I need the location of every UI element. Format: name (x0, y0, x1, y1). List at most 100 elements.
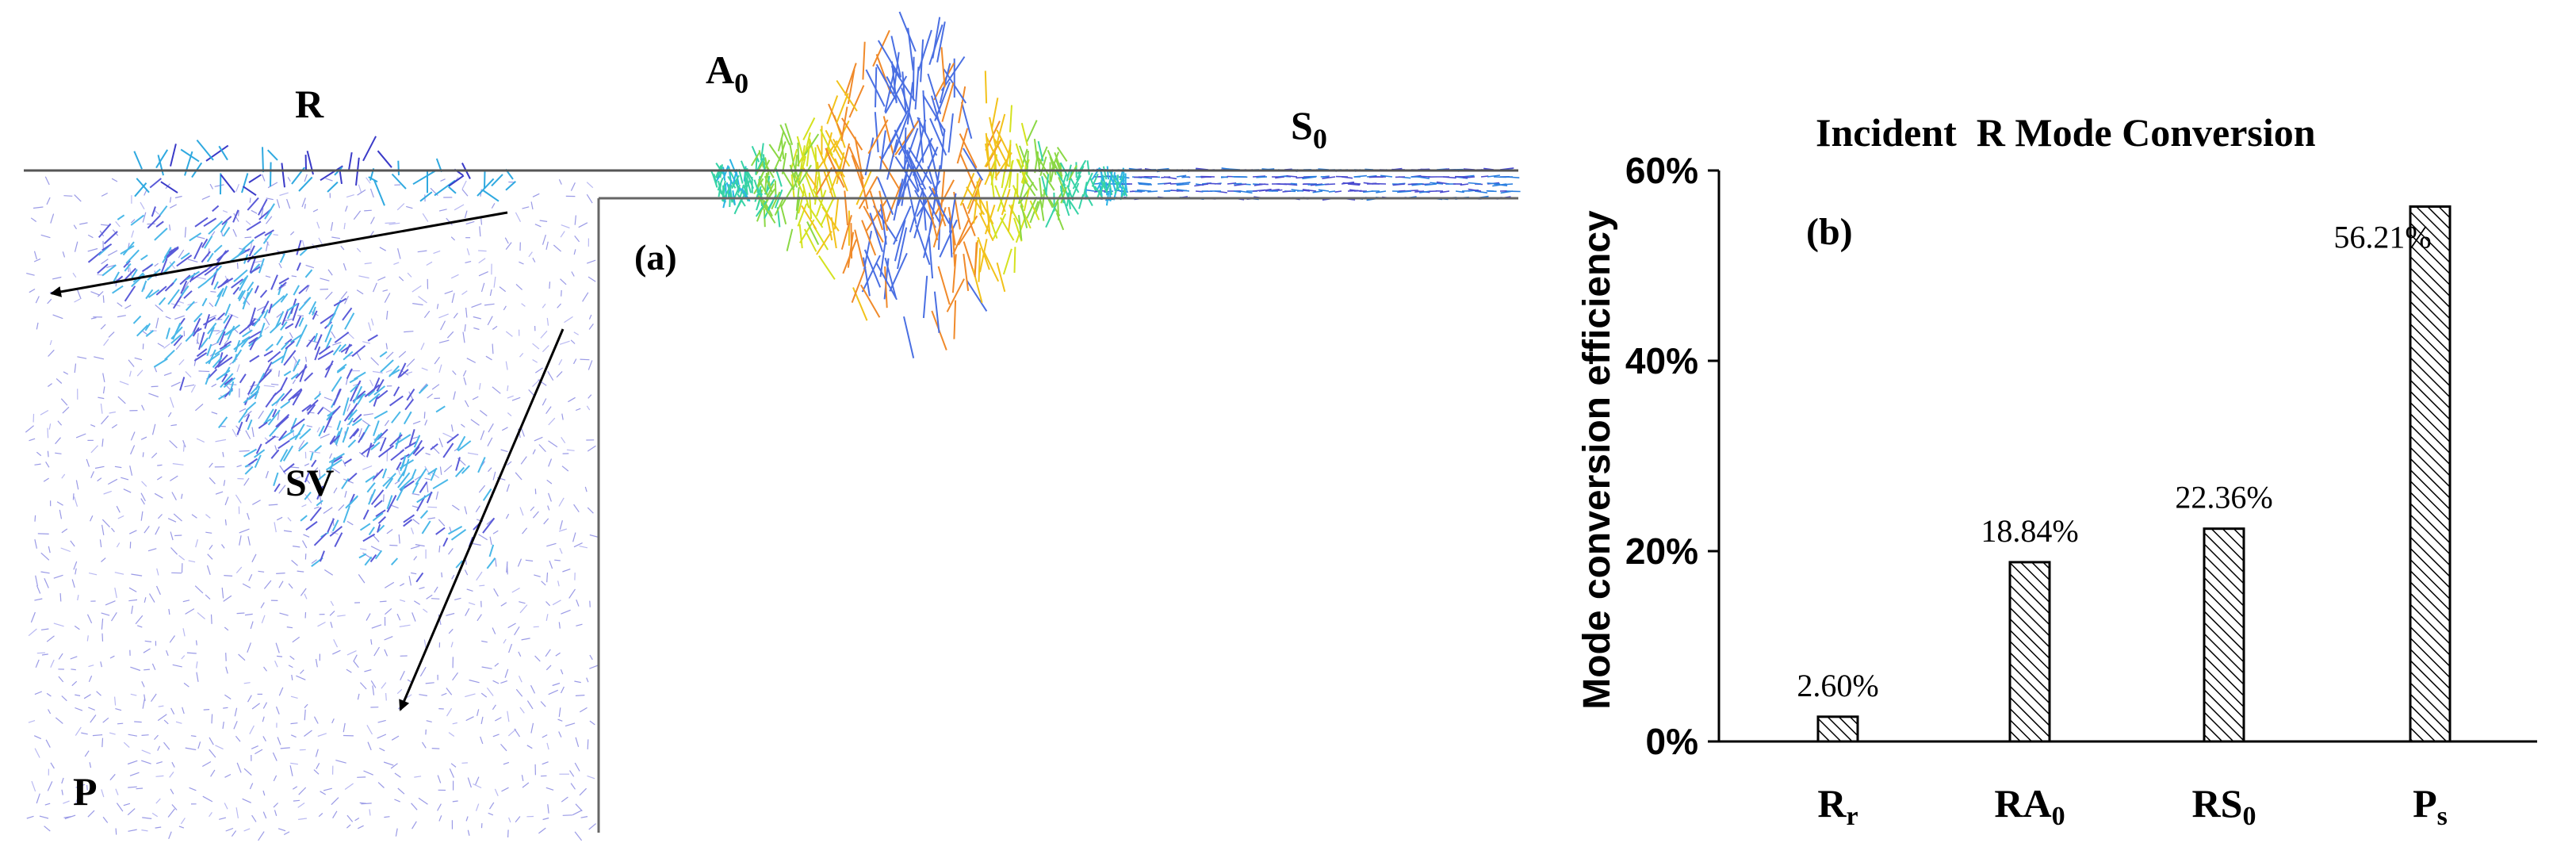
field-vector (532, 358, 538, 363)
field-vector (60, 398, 68, 406)
field-vector (260, 602, 265, 609)
field-vector (180, 818, 186, 825)
field-vector (438, 815, 442, 822)
field-vector (327, 181, 339, 193)
field-vector (586, 677, 589, 683)
packet-vector (790, 174, 795, 197)
field-vector (519, 261, 524, 265)
field-vector (491, 203, 496, 209)
field-vector (561, 465, 569, 472)
field-vector (102, 386, 105, 394)
field-vector (55, 437, 61, 445)
field-vector (43, 477, 49, 482)
field-vector (87, 234, 94, 239)
field-vector (1135, 190, 1146, 193)
packet-vector (861, 255, 881, 293)
field-vector (394, 480, 400, 485)
field-vector (274, 445, 278, 451)
field-vector (312, 209, 319, 213)
field-vector (254, 285, 259, 294)
field-vector (166, 328, 170, 339)
field-vector (147, 548, 157, 552)
field-vector (358, 553, 367, 559)
field-vector (131, 573, 143, 577)
field-vector (225, 653, 227, 661)
field-vector (333, 638, 339, 648)
packet-vector (917, 29, 932, 71)
field-vector (419, 587, 425, 590)
packet-vector (731, 174, 740, 190)
field-vector (144, 694, 146, 701)
field-vector (249, 266, 261, 274)
field-vector (416, 492, 433, 504)
transmitted-wave-arrow (399, 328, 565, 711)
field-vector (301, 197, 306, 208)
field-vector (280, 342, 289, 351)
field-vector (298, 284, 309, 294)
field-vector (163, 247, 172, 259)
field-vector (534, 488, 537, 495)
field-vector (230, 250, 246, 262)
field-vector (71, 680, 78, 687)
field-vector (461, 423, 465, 428)
field-vector (108, 478, 118, 485)
field-vector (165, 316, 171, 320)
field-vector (493, 276, 496, 288)
field-vector (127, 808, 136, 816)
packet-vector (869, 213, 884, 252)
field-vector (329, 526, 343, 537)
field-vector (264, 326, 270, 331)
field-vector (170, 424, 177, 427)
field-vector (101, 633, 104, 642)
field-vector (273, 775, 278, 782)
field-vector (236, 364, 240, 373)
field-vector (343, 223, 346, 230)
field-vector (534, 574, 541, 577)
field-vector (183, 290, 193, 299)
field-vector (482, 190, 500, 202)
field-vector (297, 570, 304, 573)
field-vector (372, 512, 384, 522)
field-vector (334, 532, 343, 548)
field-vector (130, 693, 137, 696)
field-vector (329, 453, 333, 459)
field-vector (449, 768, 454, 778)
field-vector (114, 465, 122, 469)
field-vector (390, 763, 398, 769)
field-vector (559, 520, 563, 530)
field-vector (290, 762, 298, 765)
field-vector (504, 237, 509, 244)
packet-vector (979, 239, 988, 273)
field-vector (363, 770, 373, 776)
field-vector (144, 526, 150, 534)
packet-vector (884, 71, 895, 113)
field-vector (182, 628, 186, 637)
field-vector (306, 425, 313, 427)
field-vector (1349, 182, 1361, 185)
field-vector (552, 600, 561, 606)
field-vector (295, 339, 301, 347)
field-vector (258, 370, 273, 384)
packet-vector (890, 36, 902, 78)
packet-vector (1051, 151, 1060, 170)
field-vector (396, 462, 402, 470)
field-vector (411, 482, 419, 494)
field-vector (262, 174, 266, 182)
field-vector (507, 829, 509, 838)
packet-vector (937, 266, 951, 305)
field-vector (136, 178, 150, 193)
field-vector (62, 406, 70, 414)
field-vector (296, 239, 302, 255)
field-vector (386, 495, 397, 513)
field-vector (265, 317, 270, 326)
field-vector (170, 475, 178, 481)
field-vector (268, 303, 273, 314)
field-vector (182, 443, 185, 452)
field-vector (412, 519, 420, 525)
packet-vector (984, 140, 1001, 167)
field-vector (587, 775, 595, 780)
field-vector (377, 515, 386, 524)
field-vector (344, 343, 351, 354)
packet-vector (859, 170, 869, 209)
field-vector (280, 747, 290, 749)
